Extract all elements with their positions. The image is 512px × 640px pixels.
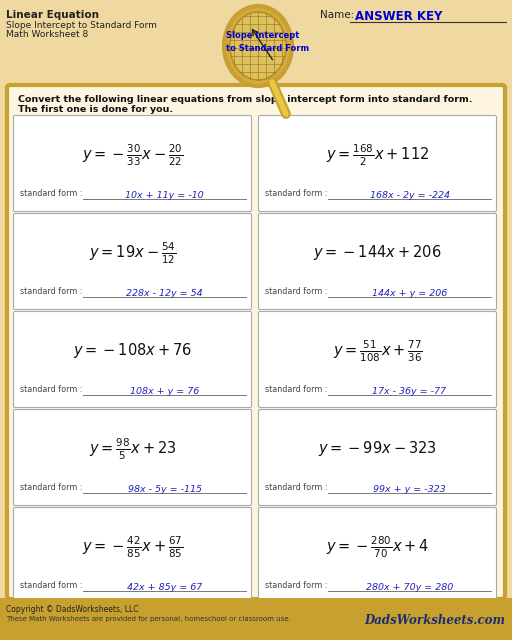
FancyBboxPatch shape [13,214,251,310]
FancyBboxPatch shape [259,508,497,604]
FancyBboxPatch shape [13,115,251,211]
Text: standard form :: standard form : [265,483,328,493]
Text: DadsWorksheets.com: DadsWorksheets.com [364,614,505,627]
Text: Slope Intercept
to Standard Form: Slope Intercept to Standard Form [226,31,309,52]
Text: Copyright © DadsWorksheets, LLC: Copyright © DadsWorksheets, LLC [6,605,139,614]
FancyBboxPatch shape [259,214,497,310]
Text: 144x + y = 206: 144x + y = 206 [372,289,447,298]
Text: 42x + 85y = 67: 42x + 85y = 67 [127,582,202,591]
Text: Convert the following linear equations from slope intercept form into standard f: Convert the following linear equations f… [18,95,473,104]
Text: standard form :: standard form : [20,483,82,493]
FancyBboxPatch shape [259,115,497,211]
Text: $y = \frac{98}{5}x + 23$: $y = \frac{98}{5}x + 23$ [89,436,176,461]
FancyBboxPatch shape [259,410,497,506]
Text: standard form :: standard form : [265,287,328,296]
Text: $y = -\frac{30}{33}x - \frac{20}{22}$: $y = -\frac{30}{33}x - \frac{20}{22}$ [82,142,183,168]
Text: 228x - 12y = 54: 228x - 12y = 54 [126,289,203,298]
Text: 99x + y = -323: 99x + y = -323 [373,484,446,493]
Text: These Math Worksheets are provided for personal, homeschool or classroom use.: These Math Worksheets are provided for p… [6,616,291,622]
Text: Slope Intercept to Standard Form: Slope Intercept to Standard Form [6,21,157,30]
Text: standard form :: standard form : [265,582,328,591]
Text: standard form :: standard form : [265,385,328,394]
Text: ANSWER KEY: ANSWER KEY [355,10,442,23]
Text: $y = -99x - 323$: $y = -99x - 323$ [318,440,437,458]
FancyBboxPatch shape [13,410,251,506]
Text: $y = -108x + 76$: $y = -108x + 76$ [73,342,192,360]
Text: 10x + 11y = -10: 10x + 11y = -10 [125,191,204,200]
FancyBboxPatch shape [13,508,251,604]
Text: $y = -\frac{42}{85}x + \frac{67}{85}$: $y = -\frac{42}{85}x + \frac{67}{85}$ [82,534,183,559]
Text: 98x - 5y = -115: 98x - 5y = -115 [127,484,202,493]
Text: Name:: Name: [320,10,354,20]
Text: $y = \frac{168}{2}x + 112$: $y = \frac{168}{2}x + 112$ [326,142,429,168]
Ellipse shape [224,6,292,86]
Text: $y = -\frac{280}{70}x + 4$: $y = -\frac{280}{70}x + 4$ [326,534,429,559]
Text: $y = 19x - \frac{54}{12}$: $y = 19x - \frac{54}{12}$ [89,241,176,266]
Text: standard form :: standard form : [20,582,82,591]
FancyBboxPatch shape [259,312,497,408]
FancyBboxPatch shape [7,85,505,599]
Text: standard form :: standard form : [20,189,82,198]
Text: 17x - 36y = -77: 17x - 36y = -77 [373,387,446,396]
FancyBboxPatch shape [13,312,251,408]
Text: standard form :: standard form : [20,385,82,394]
Text: 280x + 70y = 280: 280x + 70y = 280 [366,582,453,591]
Text: 108x + y = 76: 108x + y = 76 [130,387,199,396]
Ellipse shape [230,12,286,80]
Text: The first one is done for you.: The first one is done for you. [18,105,173,114]
FancyBboxPatch shape [0,598,512,640]
Text: standard form :: standard form : [20,287,82,296]
Text: Linear Equation: Linear Equation [6,10,99,20]
Text: standard form :: standard form : [265,189,328,198]
Text: $y = \frac{51}{108}x + \frac{77}{36}$: $y = \frac{51}{108}x + \frac{77}{36}$ [332,339,422,364]
Text: $y = -144x + 206$: $y = -144x + 206$ [313,243,442,262]
Text: 168x - 2y = -224: 168x - 2y = -224 [370,191,450,200]
Text: Math Worksheet 8: Math Worksheet 8 [6,30,88,39]
